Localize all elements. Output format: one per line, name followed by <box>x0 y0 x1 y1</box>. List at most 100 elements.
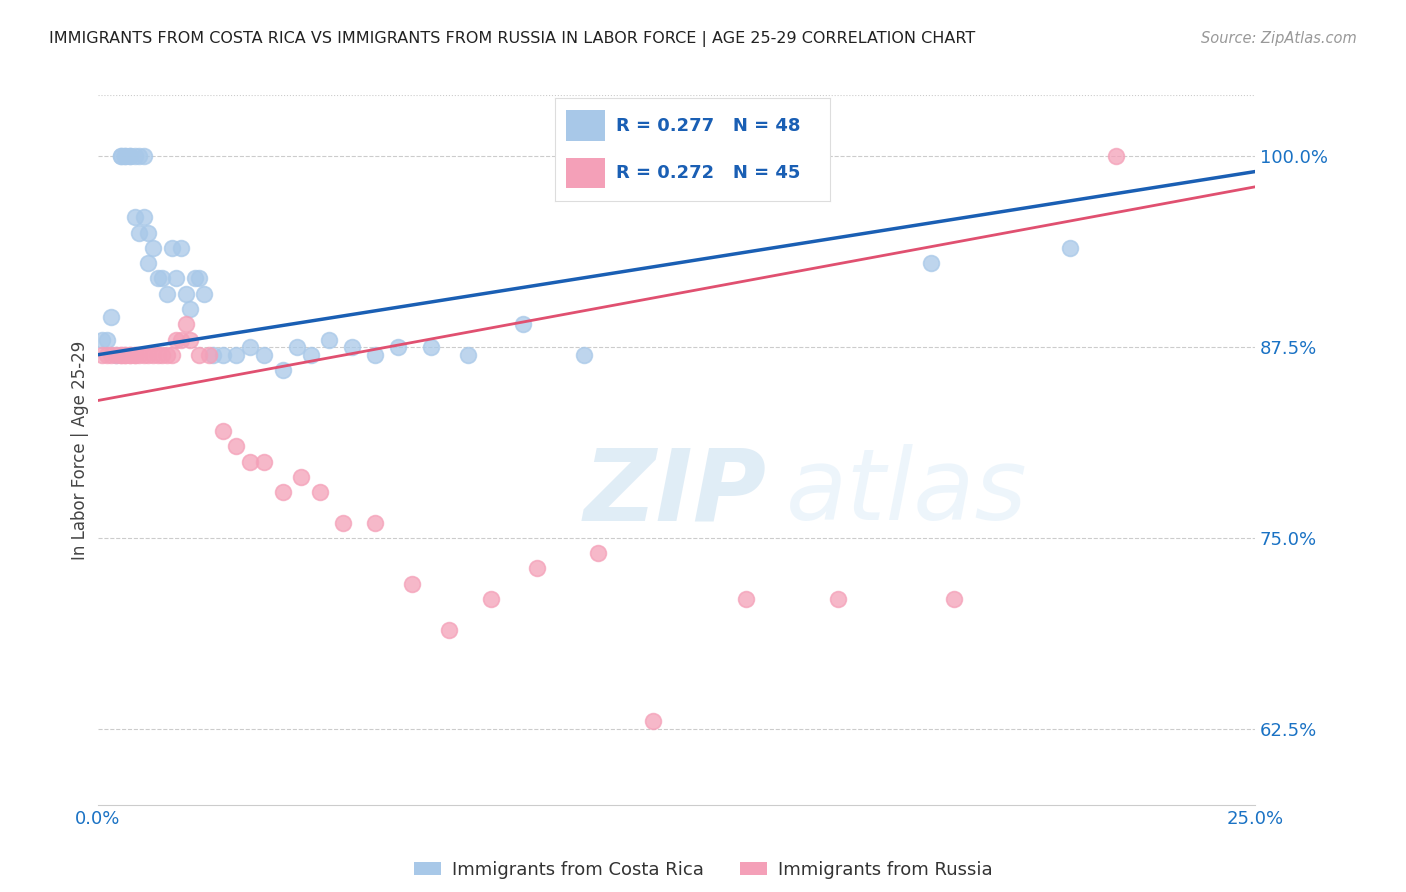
Point <box>734 592 756 607</box>
Point <box>364 516 387 530</box>
Point <box>641 714 664 728</box>
Point <box>118 149 141 163</box>
Point <box>142 348 165 362</box>
Point <box>239 455 262 469</box>
Point <box>419 340 441 354</box>
Point <box>174 318 197 332</box>
Text: atlas: atlas <box>786 444 1028 541</box>
Point <box>100 310 122 324</box>
Point <box>132 348 155 362</box>
Point <box>128 348 150 362</box>
Point <box>132 211 155 225</box>
Point <box>150 271 173 285</box>
Point <box>512 318 534 332</box>
Legend: Immigrants from Costa Rica, Immigrants from Russia: Immigrants from Costa Rica, Immigrants f… <box>413 861 993 879</box>
Point <box>225 348 247 362</box>
Point <box>179 301 201 316</box>
Point <box>96 348 118 362</box>
Point <box>526 561 548 575</box>
Point <box>128 149 150 163</box>
Point <box>91 348 114 362</box>
Point <box>271 363 294 377</box>
Point <box>1105 149 1128 163</box>
Point <box>124 211 146 225</box>
Point <box>105 348 128 362</box>
Point <box>105 348 128 362</box>
Point <box>128 226 150 240</box>
Point <box>188 348 211 362</box>
Point <box>479 592 502 607</box>
Text: ZIP: ZIP <box>583 444 766 541</box>
Point <box>920 256 942 270</box>
Point <box>184 271 207 285</box>
Point <box>197 348 219 362</box>
Point <box>165 271 187 285</box>
Point <box>160 241 183 255</box>
Point <box>943 592 966 607</box>
Point <box>124 348 146 362</box>
Point <box>118 348 141 362</box>
Point <box>110 348 132 362</box>
Point <box>138 348 160 362</box>
Point <box>340 340 363 354</box>
Point <box>364 348 387 362</box>
Point <box>827 592 849 607</box>
Point <box>118 348 141 362</box>
Point <box>118 149 141 163</box>
Point <box>202 348 225 362</box>
Point <box>572 348 595 362</box>
Text: Source: ZipAtlas.com: Source: ZipAtlas.com <box>1201 31 1357 46</box>
Point <box>193 286 215 301</box>
Point <box>211 348 233 362</box>
Point <box>146 348 169 362</box>
Point <box>110 149 132 163</box>
Point <box>439 623 461 637</box>
Point <box>142 241 165 255</box>
Point <box>174 286 197 301</box>
Point <box>170 333 193 347</box>
Point <box>100 348 122 362</box>
Point <box>253 348 276 362</box>
Point <box>114 348 136 362</box>
Point <box>114 149 136 163</box>
Point <box>110 348 132 362</box>
Text: IMMIGRANTS FROM COSTA RICA VS IMMIGRANTS FROM RUSSIA IN LABOR FORCE | AGE 25-29 : IMMIGRANTS FROM COSTA RICA VS IMMIGRANTS… <box>49 31 976 47</box>
Point <box>156 286 179 301</box>
Point <box>91 333 114 347</box>
Point <box>96 333 118 347</box>
Point <box>1059 241 1081 255</box>
Point <box>586 546 609 560</box>
Y-axis label: In Labor Force | Age 25-29: In Labor Force | Age 25-29 <box>72 341 89 560</box>
Point <box>146 271 169 285</box>
Point <box>271 485 294 500</box>
Point <box>285 340 308 354</box>
Point <box>225 439 247 453</box>
Point <box>179 333 201 347</box>
Point <box>387 340 409 354</box>
Point <box>318 333 340 347</box>
Point <box>239 340 262 354</box>
Point <box>138 226 160 240</box>
Point <box>308 485 330 500</box>
Text: R = 0.272   N = 45: R = 0.272 N = 45 <box>616 164 800 182</box>
Text: R = 0.277   N = 48: R = 0.277 N = 48 <box>616 117 800 135</box>
Point <box>253 455 276 469</box>
Point <box>110 149 132 163</box>
Point <box>138 256 160 270</box>
Bar <box>567 111 605 141</box>
Point <box>332 516 354 530</box>
Point <box>156 348 179 362</box>
Point <box>150 348 173 362</box>
Point <box>114 348 136 362</box>
Point <box>160 348 183 362</box>
Point <box>211 424 233 438</box>
Point <box>299 348 322 362</box>
Point <box>290 470 312 484</box>
Point <box>401 576 423 591</box>
Point <box>124 149 146 163</box>
Point <box>170 241 193 255</box>
Point <box>124 348 146 362</box>
Bar <box>567 158 605 188</box>
Point <box>165 333 187 347</box>
Point <box>114 149 136 163</box>
